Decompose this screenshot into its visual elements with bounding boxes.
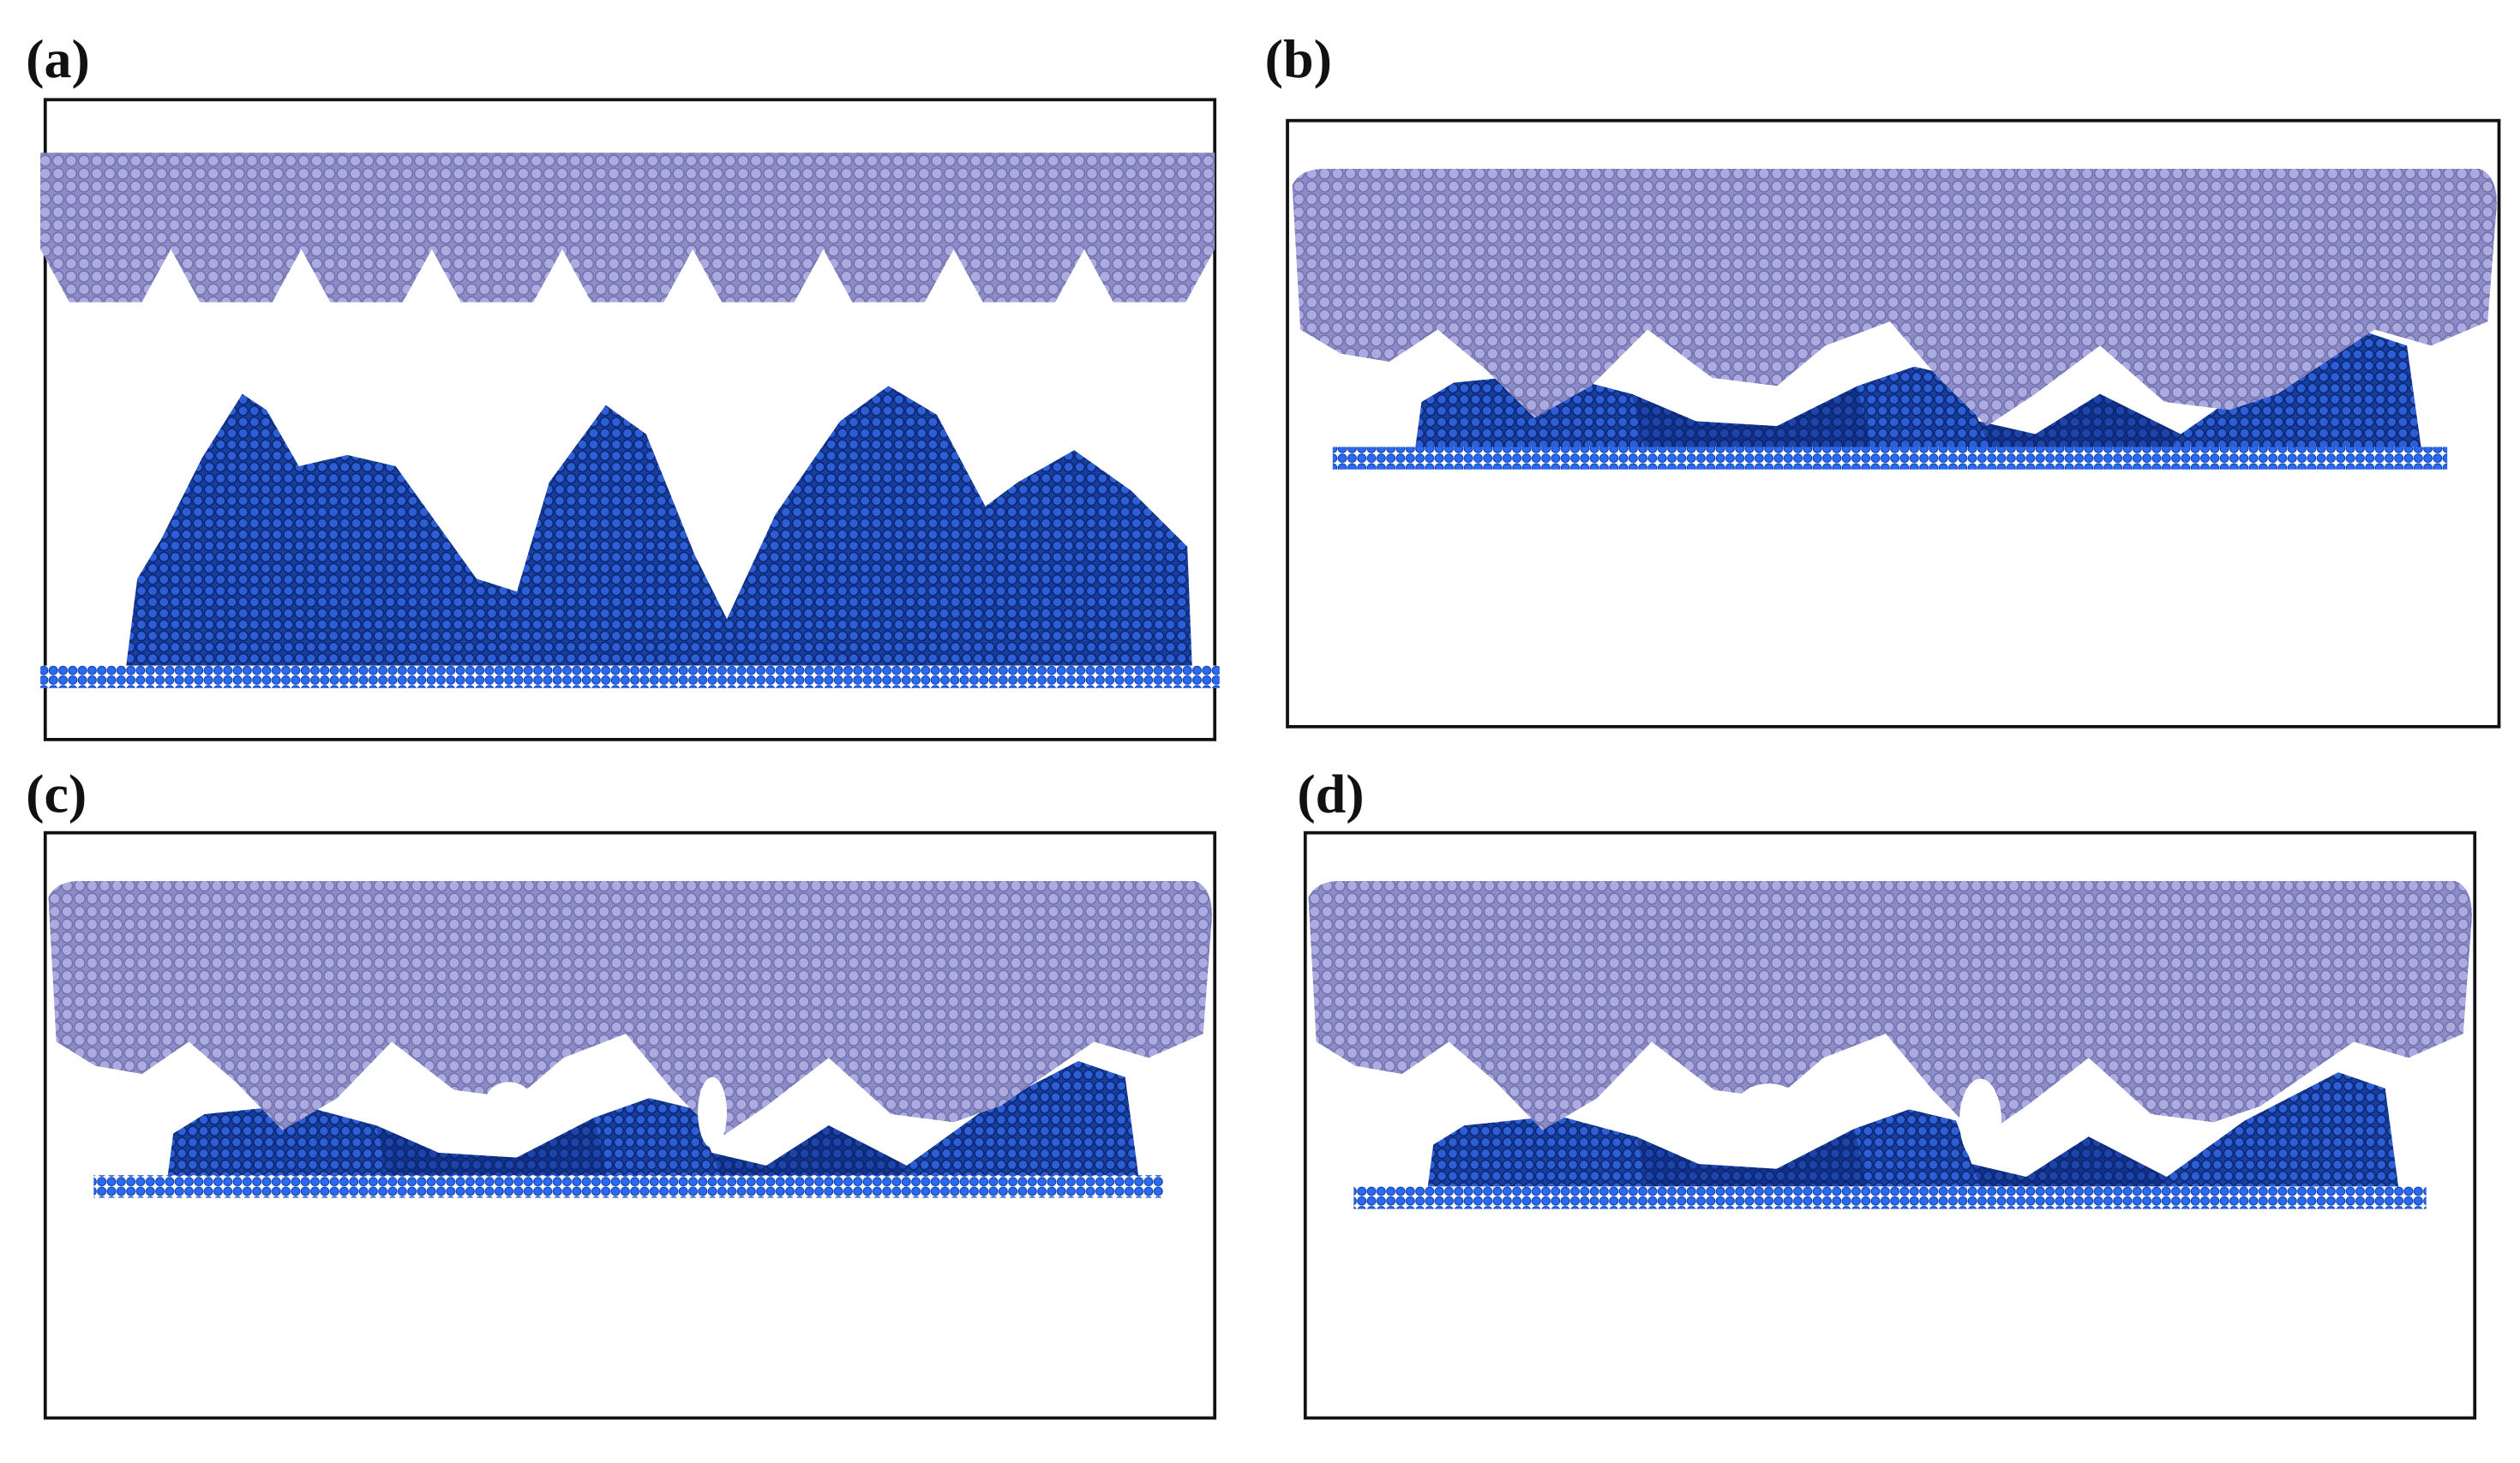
panel-frame xyxy=(43,830,1217,1420)
upper-slab xyxy=(40,153,1215,303)
substrate xyxy=(40,665,1220,688)
void xyxy=(486,1082,532,1118)
panel-frame xyxy=(1286,118,2501,729)
void xyxy=(1959,1078,2002,1163)
substrate xyxy=(93,1175,1163,1198)
panel-frame xyxy=(43,98,1217,741)
void xyxy=(698,1076,728,1148)
panel-d xyxy=(1303,830,2477,1420)
panel-frame xyxy=(1303,830,2477,1420)
void xyxy=(1736,1083,1802,1129)
panel-label: (d) xyxy=(1297,763,1364,824)
rough-surface xyxy=(126,386,1192,668)
panel-label: (a) xyxy=(26,28,90,89)
substrate xyxy=(1332,447,2448,470)
panel-c xyxy=(43,830,1217,1420)
panel-a xyxy=(40,98,1220,741)
panel-label: (b) xyxy=(1265,28,1332,89)
substrate xyxy=(1353,1186,2427,1209)
panel-label: (c) xyxy=(26,763,87,824)
panel-b xyxy=(1286,118,2501,729)
